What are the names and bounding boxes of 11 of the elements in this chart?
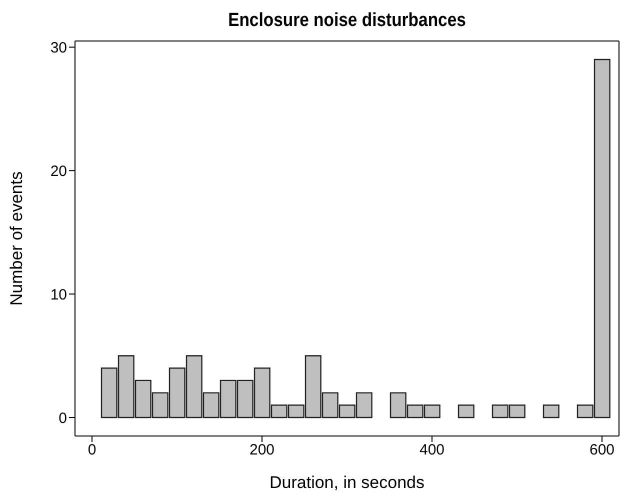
y-tick-label: 20 bbox=[50, 162, 67, 180]
x-tick-label: 400 bbox=[419, 442, 445, 459]
x-axis-title: Duration, in seconds bbox=[270, 473, 424, 492]
chart-title: Enclosure noise disturbances bbox=[227, 10, 467, 32]
y-tick-label: 30 bbox=[50, 39, 67, 56]
y-tick-label: 0 bbox=[58, 410, 67, 427]
y-axis-title: Number of events bbox=[7, 171, 26, 306]
x-tick-label: 600 bbox=[589, 442, 615, 459]
y-tick-label: 10 bbox=[50, 286, 67, 304]
x-tick-label: 0 bbox=[88, 442, 96, 459]
x-tick-label: 200 bbox=[249, 442, 275, 459]
